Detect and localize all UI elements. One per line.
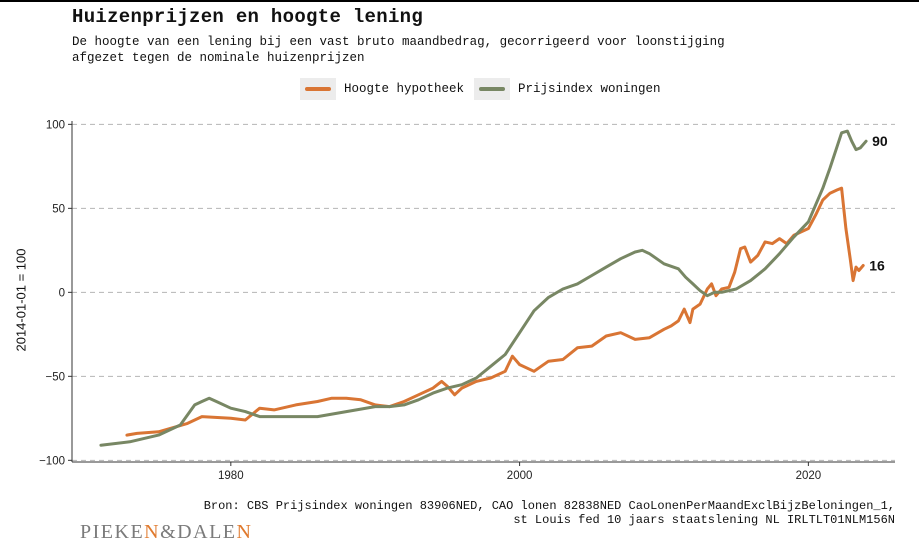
logo-accent-2: N: [236, 521, 253, 543]
y-tick-label: 50: [52, 203, 65, 215]
brand-logo: PIEKEN&DALEN: [80, 521, 252, 544]
subtitle-line-1: De hoogte van een lening bij een vast br…: [72, 35, 725, 49]
legend-item-prijsindex: Prijsindex woningen: [474, 78, 661, 100]
logo-accent-1: N: [144, 521, 161, 543]
top-border-rule: [0, 0, 919, 2]
y-tick-label: −50: [45, 371, 65, 383]
chart-subtitle: De hoogte van een lening bij een vast br…: [72, 34, 852, 66]
legend-key-prijsindex: [474, 78, 511, 100]
logo-text-2: &DALE: [160, 521, 237, 543]
x-tick-label: 2020: [796, 470, 822, 482]
legend-item-hypotheek: Hoogte hypotheek: [300, 78, 464, 100]
source-line-2: st Louis fed 10 jaars staatslening NL IR…: [513, 513, 895, 527]
chart-title: Huizenprijzen en hoogte lening: [72, 6, 424, 28]
legend-label-prijsindex: Prijsindex woningen: [518, 82, 661, 96]
source-line-1: Bron: CBS Prijsindex woningen 83906NED, …: [203, 499, 895, 513]
axes: −100 −50 0 50 100 1980 2000 2020: [39, 119, 895, 482]
chart-legend: Hoogte hypotheek Prijsindex woningen: [300, 77, 671, 101]
series-line-prijsindex: [99, 129, 868, 447]
x-tick-label: 2000: [507, 470, 533, 482]
logo-text-1: PIEKE: [80, 521, 145, 543]
source-note: Bron: CBS Prijsindex woningen 83906NED, …: [204, 499, 895, 527]
series-lines: [99, 129, 868, 447]
end-label-prijsindex: 90: [872, 133, 888, 149]
legend-key-hypotheek: [300, 78, 336, 100]
x-tick-label: 1980: [218, 470, 244, 482]
y-tick-label: 0: [59, 287, 65, 299]
gridlines: [72, 123, 895, 461]
y-tick-label: 100: [46, 119, 65, 131]
legend-label-hypotheek: Hoogte hypotheek: [344, 82, 465, 96]
y-tick-label: −100: [39, 455, 65, 467]
series-line-hypotheek: [125, 186, 865, 437]
subtitle-line-2: afgezet tegen de nominale huizenprijzen: [72, 51, 365, 65]
end-label-hypotheek: 16: [869, 257, 885, 273]
